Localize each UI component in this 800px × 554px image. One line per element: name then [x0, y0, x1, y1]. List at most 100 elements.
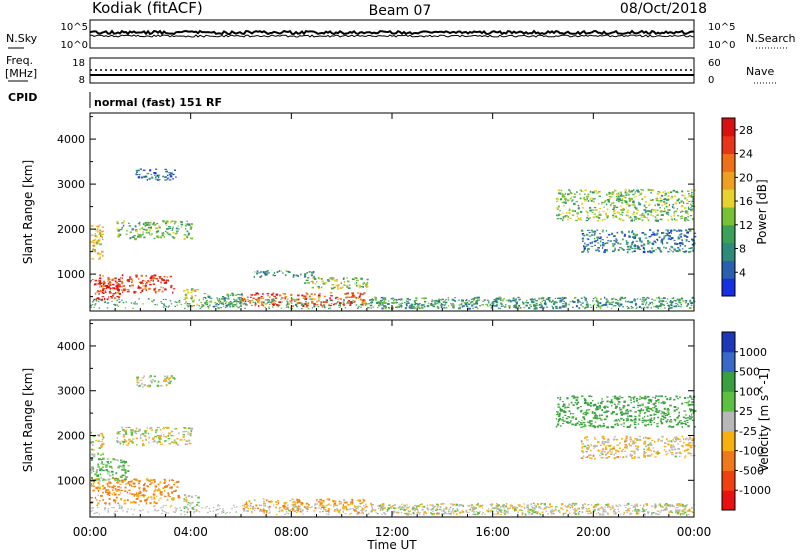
echo-cell — [163, 489, 166, 492]
echo-cell — [125, 429, 128, 432]
echo-cell — [632, 307, 634, 309]
echo-cell — [117, 486, 120, 488]
echo-cell — [616, 196, 618, 198]
echo-cell — [639, 239, 641, 242]
echo-cell — [605, 453, 607, 456]
echo-cell — [632, 240, 634, 243]
echo-cell — [90, 500, 94, 503]
echo-cell — [264, 306, 266, 308]
echo-cell — [311, 301, 314, 304]
echo-cell — [668, 305, 670, 308]
echo-cell — [195, 510, 198, 512]
echo-cell — [169, 275, 173, 278]
echo-cell — [322, 499, 325, 501]
echo-cell — [613, 420, 616, 422]
echo-cell — [102, 479, 104, 482]
echo-cell — [530, 306, 532, 308]
echo-cell — [347, 287, 351, 289]
echo-cell — [148, 436, 151, 439]
echo-cell — [514, 509, 517, 511]
echo-cell — [136, 430, 139, 432]
echo-cell — [655, 198, 659, 200]
echo-cell — [599, 455, 601, 457]
echo-cell — [689, 409, 692, 412]
echo-cell — [631, 457, 634, 459]
echo-cell — [108, 278, 111, 281]
echo-cell — [241, 301, 244, 303]
echo-cell — [476, 308, 479, 310]
echo-cell — [262, 305, 265, 307]
echo-cell — [398, 303, 401, 305]
echo-cell — [638, 418, 641, 421]
echo-cell — [439, 506, 442, 509]
echo-cell — [136, 303, 138, 305]
echo-cell — [666, 211, 670, 213]
echo-cell — [156, 384, 160, 387]
echo-cell — [94, 249, 97, 251]
echo-cell — [118, 465, 121, 468]
echo-cell — [566, 397, 569, 400]
echo-cell — [226, 306, 228, 308]
echo-cell — [143, 236, 146, 239]
echo-cell — [116, 222, 119, 225]
echo-cell — [670, 191, 673, 193]
echo-cell — [688, 250, 692, 253]
echo-cell — [517, 511, 519, 513]
echo-cell — [681, 513, 684, 515]
echo-cell — [639, 504, 642, 506]
echo-cell — [646, 415, 649, 417]
echo-cell — [442, 301, 446, 303]
echo-cell — [554, 302, 557, 304]
echo-cell — [142, 487, 146, 490]
echo-cell — [631, 243, 633, 246]
echo-cell — [635, 240, 639, 242]
echo-cell — [649, 414, 653, 417]
echo-cell — [118, 290, 120, 292]
echo-cell — [635, 504, 638, 507]
echo-cell — [584, 307, 586, 310]
echo-cell — [684, 197, 687, 200]
echo-cell — [338, 503, 341, 505]
echo-cell — [235, 303, 238, 305]
echo-cell — [655, 199, 659, 202]
echo-cell — [97, 225, 100, 228]
echo-cell — [217, 304, 220, 306]
echo-cell — [613, 403, 616, 405]
echo-cell — [598, 217, 601, 219]
echo-cell — [146, 498, 148, 501]
echo-cell — [400, 298, 403, 300]
echo-cell — [594, 237, 596, 240]
echo-cell — [647, 409, 649, 411]
echo-cell — [673, 506, 675, 508]
echo-cell — [287, 504, 289, 506]
echo-cell — [272, 292, 275, 294]
echo-cell — [309, 507, 312, 509]
echo-cell — [544, 300, 546, 302]
echo-cell — [307, 302, 310, 304]
echo-cell — [456, 507, 459, 510]
echo-cell — [417, 303, 420, 306]
echo-cell — [117, 502, 120, 504]
echo-cell — [692, 438, 694, 440]
echo-cell — [117, 466, 120, 469]
echo-cell — [624, 440, 628, 442]
echo-cell — [604, 242, 607, 245]
echo-cell — [592, 404, 595, 406]
echo-cell — [437, 504, 439, 507]
echo-cell — [568, 303, 570, 306]
echo-cell — [629, 409, 632, 412]
echo-cell — [659, 249, 662, 252]
echo-cell — [101, 438, 104, 441]
echo-cell — [635, 513, 638, 515]
echo-cell — [216, 505, 219, 507]
echo-cell — [688, 400, 690, 403]
echo-cell — [573, 511, 575, 514]
echo-cell — [130, 429, 133, 432]
echo-cell — [117, 494, 121, 496]
echo-cell — [596, 503, 600, 505]
echo-cell — [593, 508, 596, 511]
echo-cell — [471, 300, 474, 303]
echo-cell — [586, 306, 588, 309]
echo-cell — [620, 397, 624, 399]
echo-cell — [143, 484, 145, 487]
